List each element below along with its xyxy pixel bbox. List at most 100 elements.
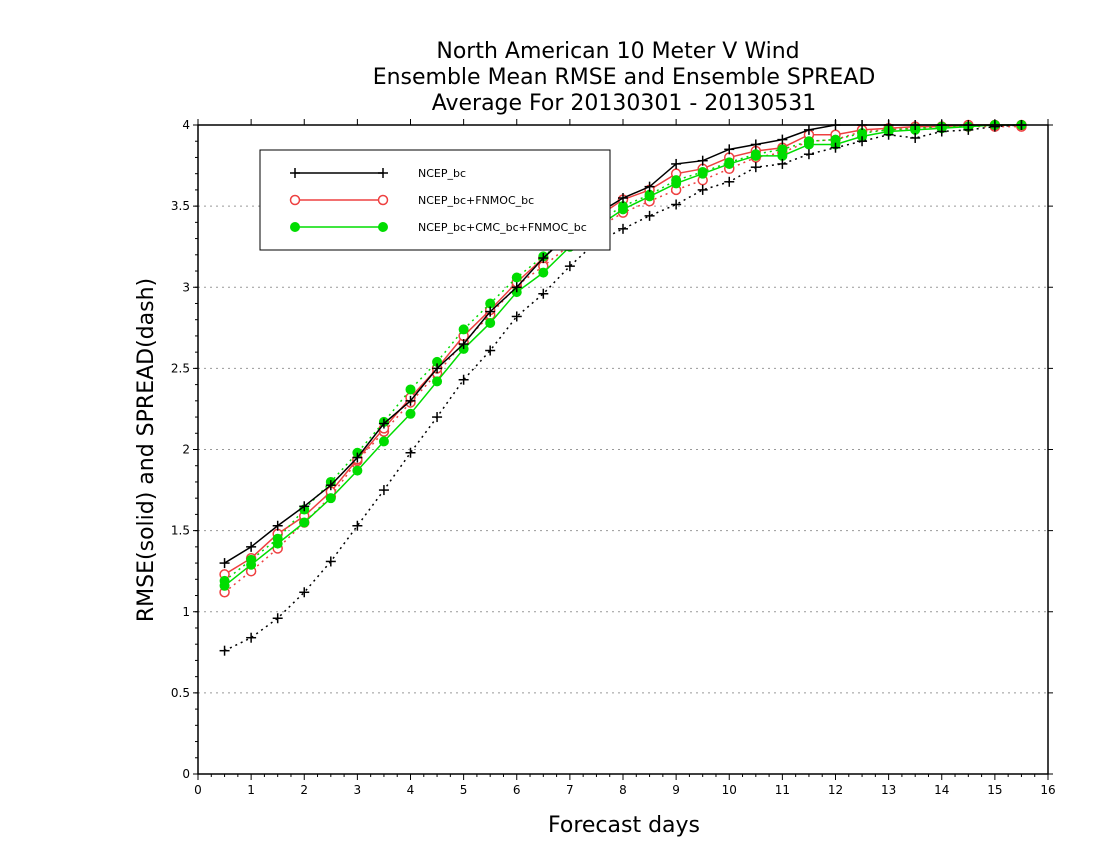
legend-item-ncep-bc: NCEP_bc <box>290 167 466 180</box>
rmse-point-ncep-bc <box>803 124 814 135</box>
rmse-point-ncep-bc-cmc-bc-fnmoc-bc <box>219 580 230 591</box>
legend-marker <box>290 222 300 232</box>
rmse-point-ncep-bc <box>352 452 363 463</box>
legend-label: NCEP_bc+CMC_bc+FNMOC_bc <box>418 221 587 234</box>
spread-point-ncep-bc <box>219 645 230 656</box>
spread-point-ncep-bc <box>803 149 814 160</box>
legend-marker <box>290 168 300 178</box>
x-tick-label: 9 <box>672 783 680 797</box>
spread-point-ncep-bc-cmc-bc-fnmoc-bc <box>405 384 416 395</box>
spread-point-ncep-bc <box>644 210 655 221</box>
rmse-point-ncep-bc-cmc-bc-fnmoc-bc <box>644 191 655 202</box>
x-axis-label: Forecast days <box>548 813 700 838</box>
spread-point-ncep-bc <box>724 176 735 187</box>
rmse-point-ncep-bc <box>272 520 283 531</box>
rmse-point-ncep-bc <box>458 339 469 350</box>
spread-point-ncep-bc <box>352 520 363 531</box>
x-tick-label: 13 <box>881 783 896 797</box>
rmse-point-ncep-bc <box>432 363 443 374</box>
y-tick-label: 0 <box>182 767 190 781</box>
rmse-point-ncep-bc <box>724 144 735 155</box>
y-tick-label: 3 <box>182 280 190 294</box>
rmse-point-ncep-bc-cmc-bc-fnmoc-bc <box>750 150 761 161</box>
spread-point-ncep-bc <box>378 485 389 496</box>
rmse-point-ncep-bc <box>777 134 788 145</box>
rmse-point-ncep-bc-cmc-bc-fnmoc-bc <box>405 408 416 419</box>
x-tick-label: 16 <box>1040 783 1055 797</box>
x-tick-label: 1 <box>247 783 255 797</box>
rmse-point-ncep-bc-cmc-bc-fnmoc-bc <box>299 517 310 528</box>
x-tick-label: 3 <box>354 783 362 797</box>
rmse-point-ncep-bc-cmc-bc-fnmoc-bc <box>485 317 496 328</box>
spread-point-ncep-bc <box>750 162 761 173</box>
rmse-point-ncep-bc-cmc-bc-fnmoc-bc <box>325 493 336 504</box>
rmse-point-ncep-bc-cmc-bc-fnmoc-bc <box>246 559 257 570</box>
x-tick-label: 0 <box>194 783 202 797</box>
rmse-point-ncep-bc <box>538 253 549 264</box>
x-tick-label: 2 <box>300 783 308 797</box>
x-tick-label: 15 <box>987 783 1002 797</box>
rmse-point-ncep-bc-cmc-bc-fnmoc-bc <box>724 158 735 169</box>
spread-point-ncep-bc <box>511 311 522 322</box>
rmse-point-ncep-bc-cmc-bc-fnmoc-bc <box>618 204 628 215</box>
legend: NCEP_bc NCEP_bc+FNMOC_bc NCEP_bc+CMC_bc+FN… <box>259 149 611 251</box>
spread-point-ncep-bc <box>910 132 921 143</box>
rmse-point-ncep-bc-cmc-bc-fnmoc-bc <box>697 168 708 179</box>
x-tick-label: 8 <box>619 783 627 797</box>
x-tick-label: 10 <box>722 783 737 797</box>
y-tick-label: 4 <box>182 118 190 132</box>
rmse-point-ncep-bc <box>485 306 496 317</box>
spread-point-ncep-bc <box>432 412 443 423</box>
y-axis-label: RMSE(solid) and SPREAD(dash) <box>134 278 159 622</box>
x-tick-label: 7 <box>566 783 574 797</box>
x-tick-label: 4 <box>407 783 415 797</box>
x-tick-label: 12 <box>828 783 843 797</box>
rmse-point-ncep-bc-cmc-bc-fnmoc-bc <box>803 139 814 150</box>
spread-point-ncep-bc <box>458 374 469 385</box>
chart-title-line-1: North American 10 Meter V Wind <box>436 39 799 64</box>
chart-title-line-3: Average For 20130301 - 20130531 <box>432 91 817 116</box>
legend-marker <box>289 194 301 206</box>
rmse-point-ncep-bc-cmc-bc-fnmoc-bc <box>538 267 549 278</box>
spread-point-ncep-bc <box>485 345 496 356</box>
spread-point-ncep-bc <box>671 199 682 210</box>
y-tick-label: 1 <box>182 605 190 619</box>
spread-point-ncep-bc <box>857 136 868 147</box>
rmse-point-ncep-bc <box>697 155 708 166</box>
spread-point-ncep-bc <box>777 158 788 169</box>
spread-point-ncep-bc <box>405 447 416 458</box>
rmse-point-ncep-bc <box>750 139 761 150</box>
rmse-point-ncep-bc <box>378 418 389 429</box>
rmse-point-ncep-bc-cmc-bc-fnmoc-bc <box>352 465 363 476</box>
y-axis-ticks: 0 0.5 1 1.5 2 2.5 3 3.5 4 <box>171 118 1053 781</box>
x-tick-label: 11 <box>775 783 790 797</box>
rmse-point-ncep-bc-cmc-bc-fnmoc-bc <box>378 436 389 447</box>
spread-point-ncep-bc <box>325 556 336 567</box>
y-tick-label: 2.5 <box>171 361 190 375</box>
spread-point-ncep-bc-cmc-bc-fnmoc-bc <box>511 272 522 283</box>
rmse-point-ncep-bc <box>405 395 416 406</box>
chart-title-line-2: Ensemble Mean RMSE and Ensemble SPREAD <box>373 65 876 90</box>
y-tick-label: 1.5 <box>171 524 190 538</box>
legend-item-ncep-bc-fnmoc-bc: NCEP_bc+FNMOC_bc <box>289 194 534 207</box>
spread-point-ncep-bc <box>618 223 628 234</box>
spread-point-ncep-bc <box>299 587 310 598</box>
rmse-point-ncep-bc <box>325 480 336 491</box>
y-tick-label: 2 <box>182 443 190 457</box>
rmse-point-ncep-bc <box>246 541 257 552</box>
rmse-point-ncep-bc <box>219 558 230 569</box>
x-tick-label: 14 <box>934 783 949 797</box>
legend-marker <box>378 168 388 178</box>
spread-point-ncep-bc <box>246 632 257 643</box>
rmse-point-ncep-bc <box>299 501 310 512</box>
spread-point-ncep-bc <box>564 261 575 272</box>
rmse-point-ncep-bc-cmc-bc-fnmoc-bc <box>671 178 682 189</box>
rmse-point-ncep-bc <box>618 193 628 204</box>
legend-label: NCEP_bc+FNMOC_bc <box>418 194 534 207</box>
spread-point-ncep-bc <box>830 142 841 153</box>
legend-marker <box>377 194 389 206</box>
y-tick-label: 0.5 <box>171 686 190 700</box>
spread-point-ncep-bc <box>697 184 708 195</box>
spread-point-ncep-bc <box>538 288 549 299</box>
